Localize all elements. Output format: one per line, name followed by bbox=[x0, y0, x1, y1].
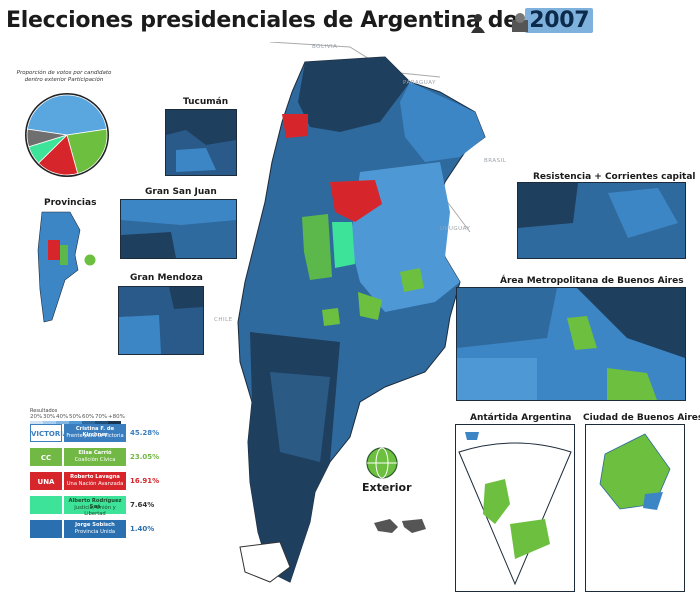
label-chile: CHILE bbox=[214, 317, 233, 323]
resistencia-regions bbox=[518, 183, 678, 238]
legend-scale-tick: 60% bbox=[82, 414, 95, 420]
candidate-bar bbox=[64, 448, 126, 466]
candidate-name: Cristina F. de Kirchner bbox=[75, 426, 115, 438]
region-northeast bbox=[400, 82, 485, 162]
inset-title-tucuman: Tucumán bbox=[183, 97, 229, 107]
candidate-percentage: 16.91% bbox=[130, 477, 160, 485]
inset-tucuman bbox=[165, 109, 237, 176]
region-mint-sanluis bbox=[332, 222, 355, 268]
person-icon bbox=[471, 14, 485, 33]
region-red-catamarca bbox=[282, 114, 308, 138]
inset-amba bbox=[456, 287, 686, 401]
argentina-map bbox=[237, 42, 486, 583]
legend-row: Alberto Rodríguez Saá Justicia, Unión y L… bbox=[30, 496, 162, 517]
party-logo: UNA bbox=[30, 472, 62, 490]
party-logo bbox=[30, 520, 62, 538]
legend-scale-tick: 50% bbox=[69, 414, 82, 420]
inset-title-mendoza: Gran Mendoza bbox=[130, 273, 203, 283]
pie-slice bbox=[37, 134, 79, 176]
inset-title-resistencia: Resistencia + Corrientes capital bbox=[533, 172, 696, 182]
party-logo bbox=[30, 496, 62, 514]
candidate-bar bbox=[64, 472, 126, 490]
legend-scale-tick: 30% bbox=[43, 414, 56, 420]
pie-caption: Proporción de votos por candidato dentro… bbox=[16, 70, 112, 83]
candidate-percentage: 23.05% bbox=[130, 453, 160, 461]
pie-slice bbox=[66, 128, 108, 175]
candidate-name: Roberto Lavagna bbox=[70, 474, 120, 480]
region-green-small bbox=[322, 308, 340, 326]
pie-slice bbox=[26, 128, 68, 148]
legend-scale-swatch bbox=[82, 421, 95, 424]
caba-map bbox=[585, 424, 685, 592]
antartida-map bbox=[455, 424, 575, 592]
inset-title-amba: Área Metropolitana de Buenos Aires bbox=[500, 276, 684, 286]
inset-sanjuan bbox=[120, 199, 237, 259]
party-logo: CC bbox=[30, 448, 62, 466]
mendoza-regions bbox=[119, 287, 203, 354]
legend-scale-tick: 20% bbox=[30, 414, 43, 420]
legend-scale: 20% 30% 40% 50% 60% 70% +80% bbox=[30, 414, 170, 424]
label-bolivia: BOLIVIA bbox=[312, 44, 338, 50]
tierra-del-fuego bbox=[239, 541, 291, 583]
legend-scale-swatch bbox=[95, 421, 108, 424]
exterior-label: Exterior bbox=[362, 481, 412, 494]
legend-row: UNA Roberto Lavagna Una Nación Avanzada 16.… bbox=[30, 472, 162, 490]
region-red-santiago bbox=[330, 180, 382, 222]
seal-icon bbox=[512, 13, 528, 32]
party-name: Una Nación Avanzada bbox=[66, 481, 124, 487]
candidate-name: Alberto Rodríguez Saá bbox=[68, 498, 122, 510]
label-uruguay: URUGUAY bbox=[440, 226, 471, 232]
legend-row: VICTORIA Cristina F. de Kirchner Frente pa… bbox=[30, 424, 162, 442]
legend-scale-tick: +80% bbox=[108, 414, 125, 420]
candidate-name: Elisa Carrió bbox=[78, 450, 112, 456]
inset-title-caba: Ciudad de Buenos Aires bbox=[583, 413, 700, 423]
region-green-ba2 bbox=[400, 268, 424, 292]
world-map-icon bbox=[374, 519, 426, 533]
label-paraguay: PARAGUAY bbox=[403, 80, 436, 86]
legend-scale-swatch bbox=[30, 421, 43, 424]
candidate-bar bbox=[64, 424, 126, 442]
globe-icon bbox=[366, 447, 398, 479]
legend-scale-swatch bbox=[56, 421, 69, 424]
inset-title-antartida: Antártida Argentina bbox=[470, 413, 572, 423]
region-north-dark bbox=[298, 57, 410, 132]
provincias-map bbox=[37, 211, 97, 323]
party-name: Provincia Unida bbox=[74, 529, 116, 535]
region-green-cordoba bbox=[302, 214, 332, 280]
party-name: Frente para la Victoria bbox=[66, 433, 124, 439]
title-prefix: Elecciones presidenciales de Argentina d… bbox=[6, 8, 518, 33]
inset-title-provincias: Provincias bbox=[44, 198, 97, 208]
region-green-ba bbox=[358, 292, 382, 320]
tucuman-regions bbox=[166, 110, 236, 172]
legend-row: Jorge Sobisch Provincia Unida 1.40% bbox=[30, 520, 162, 538]
legend-header: Resultados bbox=[30, 408, 58, 414]
inset-title-sanjuan: Gran San Juan bbox=[145, 187, 217, 197]
legend-scale-swatch bbox=[69, 421, 82, 424]
candidate-percentage: 45.28% bbox=[130, 429, 160, 437]
legend-scale-swatch bbox=[43, 421, 56, 424]
vote-share-pie bbox=[25, 93, 109, 177]
results-legend: Resultados 20% 30% 40% 50% 60% 70% +80% VICTOR… bbox=[30, 408, 170, 538]
candidate-bar bbox=[64, 520, 126, 538]
inset-resistencia bbox=[517, 182, 686, 259]
inset-mendoza bbox=[118, 286, 204, 355]
legend-scale-swatch bbox=[108, 421, 121, 424]
title-year: 2007 bbox=[525, 8, 594, 33]
sanjuan-regions bbox=[121, 200, 236, 258]
party-logo: VICTORIA bbox=[30, 424, 68, 442]
legend-row: CC Elisa Carrió Coalición Cívica 23.05% bbox=[30, 448, 162, 466]
candidate-name: Jorge Sobisch bbox=[75, 522, 115, 528]
candidate-percentage: 7.64% bbox=[130, 501, 155, 509]
candidate-bar bbox=[64, 496, 126, 514]
map-title: Elecciones presidenciales de Argentina d… bbox=[6, 8, 594, 33]
label-brasil: BRASIL bbox=[484, 158, 507, 164]
pie-slice bbox=[26, 94, 108, 136]
legend-scale-tick: 70% bbox=[95, 414, 108, 420]
legend-scale-tick: 40% bbox=[56, 414, 69, 420]
region-south-mid bbox=[270, 372, 330, 462]
amba-regions bbox=[457, 288, 685, 400]
party-name: Justicia, Unión y Libertad bbox=[74, 505, 116, 517]
party-name: Coalición Cívica bbox=[74, 457, 116, 463]
candidate-percentage: 1.40% bbox=[130, 525, 155, 533]
